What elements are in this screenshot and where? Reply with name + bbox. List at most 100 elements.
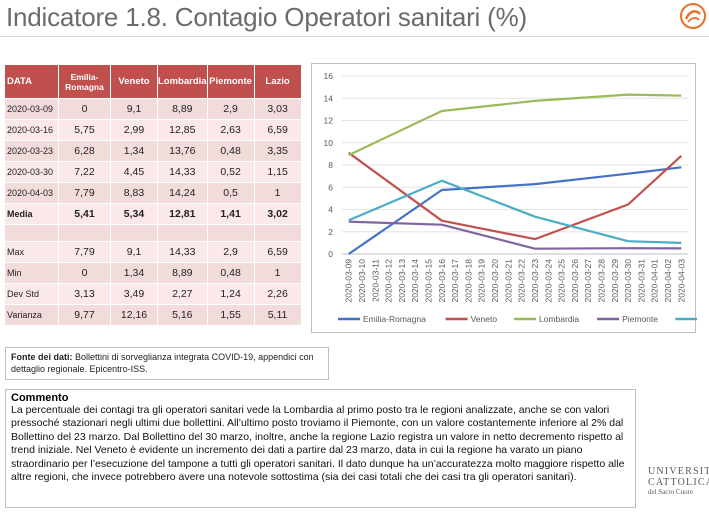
x-tick-label: 2020-03-10	[357, 259, 367, 303]
x-tick-label: 2020-04-02	[663, 259, 673, 303]
cell-value: 6,28	[58, 140, 111, 162]
y-tick-label: 14	[324, 93, 334, 103]
cell-value: 5,75	[58, 119, 111, 141]
series-line-emilia-romagna	[348, 166, 682, 255]
cell-value: 1,34	[110, 140, 158, 162]
cell-value: 7,79	[58, 241, 111, 263]
data-table: DATA Emilia-Romagna Veneto Lombardia Pie…	[4, 64, 302, 326]
x-tick-label: 2020-03-21	[503, 259, 513, 303]
cell-value: 1,24	[206, 283, 255, 305]
x-tick-label: 2020-03-25	[557, 259, 567, 303]
cell-value: 2,9	[206, 98, 255, 120]
series-line-lombardia	[348, 93, 682, 157]
cell-value: 3,13	[58, 283, 111, 305]
table-row-max: Max 7,79 9,1 14,33 2,9 6,59	[4, 241, 302, 263]
row-date: 2020-03-16	[4, 119, 59, 141]
cell-value: 14,24	[157, 182, 208, 204]
stat-label: Varianza	[4, 304, 59, 326]
cell-value: 1,55	[206, 304, 255, 326]
cell-value: 2,63	[206, 119, 255, 141]
source-text: Bollettini di sorveglianza integrata COV…	[11, 352, 314, 374]
cell-value: 5,41	[58, 203, 111, 225]
cell-value: 14,33	[157, 241, 208, 263]
cell-value: 2,9	[206, 241, 255, 263]
cell-value: 2,27	[157, 283, 208, 305]
cell-value: 12,16	[110, 304, 158, 326]
cell-value: 1,15	[253, 161, 302, 183]
table-row-min: Min 0 1,34 8,89 0,48 1	[4, 262, 302, 284]
header-data: DATA	[4, 64, 59, 99]
university-line-2: CATTOLICA	[648, 477, 709, 488]
series-line-veneto	[348, 151, 683, 241]
x-tick-label: 2020-03-15	[424, 259, 434, 303]
media-label: Media	[4, 203, 59, 225]
line-chart: 0 2 4 6 8 10 12 14 16 2020-03-09 2020-03-10 2020-03…	[311, 63, 697, 333]
stat-label: Max	[4, 241, 59, 263]
x-tick-label: 2020-03-27	[583, 259, 593, 303]
cell-value: 1,34	[110, 262, 158, 284]
x-tick-label: 2020-03-11	[370, 259, 380, 302]
series-line-piemonte	[348, 220, 682, 250]
cell-value: 3,03	[253, 98, 302, 120]
series-line-lazio	[348, 179, 682, 244]
cell-value: 13,76	[157, 140, 208, 162]
cell-value: 1,41	[206, 203, 255, 225]
cell-value: 0,52	[206, 161, 255, 183]
x-tick-label: 2020-03-22	[517, 259, 527, 303]
cell-value: 14,33	[157, 161, 208, 183]
cell-value: 9,1	[110, 241, 158, 263]
legend-label: Piemonte	[622, 314, 658, 324]
comment-text: La percentuale dei contagi tra gli opera…	[11, 404, 625, 484]
cell-value: 8,83	[110, 182, 158, 204]
table-row-varianza: Varianza 9,77 12,16 5,16 1,55 5,11	[4, 304, 302, 326]
cell-value: 0,48	[206, 262, 255, 284]
cell-value: 3,49	[110, 283, 158, 305]
cell-value: 9,77	[58, 304, 111, 326]
header-lombardia: Lombardia	[157, 64, 208, 99]
source-label: Fonte dei dati:	[11, 352, 73, 362]
row-date: 2020-03-23	[4, 140, 59, 162]
cell-value: 5,16	[157, 304, 208, 326]
cell-value: 3,35	[253, 140, 302, 162]
x-tick-label: 2020-03-31	[636, 259, 646, 303]
y-tick-label: 8	[328, 160, 333, 170]
stat-label: Dev Std	[4, 283, 59, 305]
row-date: 2020-03-30	[4, 161, 59, 183]
cell-value: 0	[58, 98, 111, 120]
cell-value: 4,45	[110, 161, 158, 183]
cell-value: 2,26	[253, 283, 302, 305]
observatory-logo-icon	[678, 2, 708, 30]
cell-value: 0,5	[206, 182, 255, 204]
x-tick-label: 2020-04-03	[676, 259, 686, 303]
cell-value: 6,59	[253, 119, 302, 141]
cell-value: 0,48	[206, 140, 255, 162]
row-date: 2020-03-09	[4, 98, 59, 120]
cell-value: 2,99	[110, 119, 158, 141]
comment-box: Commento La percentuale dei contagi tra …	[5, 389, 636, 508]
title-divider	[0, 36, 709, 37]
table-row: 2020-03-16 5,75 2,99 12,85 2,63 6,59	[4, 119, 302, 141]
header-piemonte: Piemonte	[206, 64, 255, 99]
x-tick-label: 2020-03-17	[450, 259, 460, 303]
y-tick-label: 0	[328, 249, 333, 259]
header-emilia-romagna: Emilia-Romagna	[58, 64, 111, 99]
legend-label: Emilia-Romagna	[363, 314, 426, 324]
x-tick-label: 2020-03-29	[610, 259, 620, 303]
stat-label: Min	[4, 262, 59, 284]
legend-label: Veneto	[471, 314, 498, 324]
x-tick-label: 2020-03-19	[477, 259, 487, 303]
y-tick-label: 2	[328, 227, 333, 237]
table-row-media: Media 5,41 5,34 12,81 1,41 3,02	[4, 203, 302, 225]
table-row: 2020-03-09 0 9,1 8,89 2,9 3,03	[4, 98, 302, 120]
cell-value: 7,79	[58, 182, 111, 204]
university-line-3: del Sacro Cuore	[648, 488, 694, 496]
table-row: 2020-03-23 6,28 1,34 13,76 0,48 3,35	[4, 140, 302, 162]
cell-value: 3,02	[253, 203, 302, 225]
cell-value: 8,89	[157, 262, 208, 284]
data-source-box: Fonte dei dati: Bollettini di sorveglian…	[5, 347, 329, 380]
table-row-devstd: Dev Std 3,13 3,49 2,27 1,24 2,26	[4, 283, 302, 305]
legend-label: Lombardia	[539, 314, 579, 324]
y-tick-label: 12	[324, 116, 334, 126]
cell-value: 12,85	[157, 119, 208, 141]
